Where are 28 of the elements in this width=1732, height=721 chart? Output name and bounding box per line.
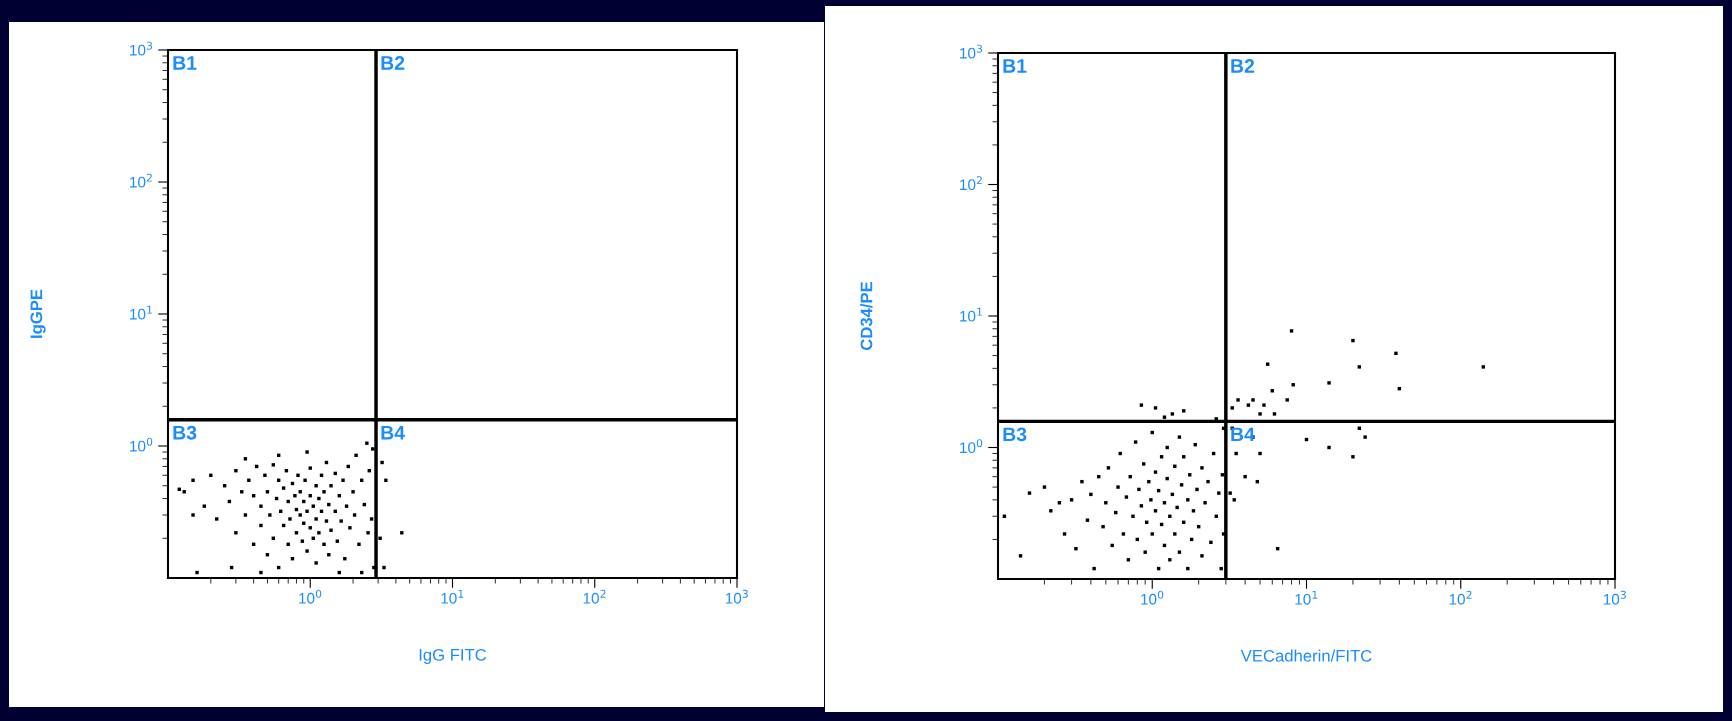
x-axis-title: VECadherin/FITC [1240,649,1372,662]
y-tick-label: 10$^{1}$ [960,307,982,322]
y-tick-label: 10$^{3}$ [960,44,983,59]
y-tick-label: 10$^{0}$ [130,437,153,452]
y-tick-label: 10$^{2}$ [130,173,152,188]
x-tick-label: 10$^{1}$ [1295,590,1318,605]
annotation: B4 [381,426,405,440]
x-tick-label: 10$^{2}$ [583,589,606,604]
y-axis-title: IgGPE [30,289,46,338]
y-tick-label: 10$^{2}$ [960,176,982,191]
annotation: B2 [1231,59,1255,73]
x-tick-label: 10$^{0}$ [299,589,322,604]
y-tick-label: 10$^{3}$ [130,41,153,56]
annotation: B1 [173,56,197,70]
annotation: B2 [381,56,405,70]
y-tick-label: 10$^{1}$ [130,305,152,320]
x-tick-label: 10$^{1}$ [441,589,464,604]
annotation: B1 [1003,59,1027,73]
x-tick-label: 10$^{3}$ [1603,590,1626,605]
annotation: B4 [1231,427,1255,442]
y-tick-label: 10$^{0}$ [960,439,983,454]
x-tick-label: 10$^{3}$ [725,589,748,604]
x-tick-label: 10$^{2}$ [1449,590,1472,605]
annotation: B3 [1003,427,1027,442]
x-axis-title: IgG FITC [419,648,487,665]
y-axis-title: CD34/PE [860,281,873,351]
x-tick-label: 10$^{0}$ [1141,590,1164,605]
annotation: B3 [173,425,197,440]
